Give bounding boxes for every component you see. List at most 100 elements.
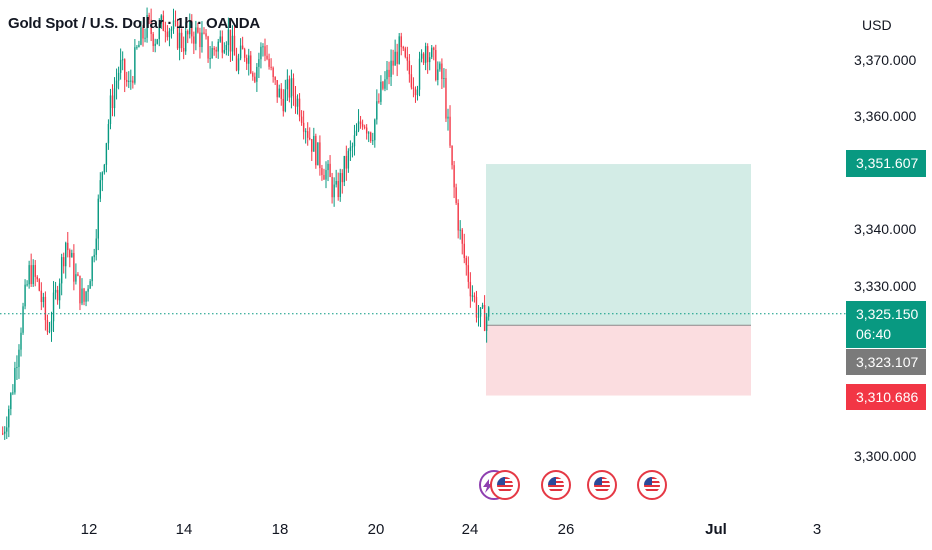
candle-body bbox=[266, 55, 268, 59]
candle-body bbox=[2, 433, 4, 435]
candle-body bbox=[302, 122, 305, 132]
candle-body bbox=[475, 297, 478, 318]
candle-body bbox=[65, 242, 67, 267]
candle-body bbox=[20, 332, 22, 350]
candle-body bbox=[471, 295, 474, 297]
candle-body bbox=[339, 173, 341, 198]
candle-body bbox=[361, 124, 364, 127]
candle-body bbox=[449, 116, 451, 146]
candle-body bbox=[250, 55, 252, 74]
candle-body bbox=[28, 265, 30, 285]
candle-body bbox=[119, 59, 122, 73]
candle-body bbox=[246, 57, 248, 64]
candle-body bbox=[270, 66, 272, 68]
candle-body bbox=[418, 58, 421, 90]
candle-body bbox=[307, 131, 309, 138]
candle-body bbox=[443, 77, 445, 80]
candle-body bbox=[276, 80, 278, 98]
candle-body bbox=[235, 55, 238, 71]
profit-zone bbox=[486, 164, 751, 326]
candle-body bbox=[451, 145, 453, 166]
candle-body bbox=[363, 126, 366, 128]
candle-body bbox=[168, 30, 171, 38]
us-flag-icon[interactable] bbox=[587, 470, 617, 500]
candle-body bbox=[402, 47, 404, 49]
candle-body bbox=[447, 116, 449, 119]
candle-body bbox=[6, 427, 8, 432]
candle-body bbox=[398, 36, 400, 64]
candle-body bbox=[44, 296, 47, 321]
candle-body bbox=[162, 15, 165, 31]
y-axis-tick: 3,360.000 bbox=[854, 108, 917, 124]
take-profit-price-tag: 3,351.607 bbox=[846, 150, 926, 177]
candle-body bbox=[164, 30, 167, 32]
x-axis-tick: 18 bbox=[271, 521, 289, 538]
candle-body bbox=[71, 252, 73, 258]
candle-body bbox=[353, 135, 356, 147]
candle-body bbox=[199, 32, 201, 48]
x-axis-tick: 14 bbox=[175, 521, 193, 538]
candle-body bbox=[477, 316, 480, 318]
candle-body bbox=[132, 80, 134, 83]
candle-body bbox=[327, 163, 329, 171]
candle-body bbox=[34, 265, 36, 277]
candle-body bbox=[341, 173, 343, 183]
candle-body bbox=[189, 21, 191, 35]
candle-body bbox=[185, 31, 187, 52]
candle-body bbox=[18, 349, 20, 368]
candle-body bbox=[14, 367, 16, 393]
candle-body bbox=[146, 14, 148, 38]
candle-body bbox=[315, 135, 317, 166]
candle-body bbox=[166, 31, 169, 38]
candle-body bbox=[38, 279, 40, 291]
candle-body bbox=[485, 316, 488, 331]
candle-body bbox=[400, 36, 402, 48]
candle-body bbox=[319, 142, 321, 169]
candle-body bbox=[467, 265, 470, 282]
candle-body bbox=[158, 23, 160, 40]
candle-body bbox=[357, 121, 360, 131]
candle-body bbox=[77, 274, 79, 276]
y-axis-tick: 3,330.000 bbox=[854, 278, 917, 294]
candle-body bbox=[433, 47, 435, 51]
us-flag-icon[interactable] bbox=[490, 470, 520, 500]
candle-body bbox=[36, 276, 38, 280]
candle-body bbox=[396, 51, 398, 64]
us-flag-icon[interactable] bbox=[637, 470, 667, 500]
candle-body bbox=[414, 88, 417, 96]
y-axis-tick: 3,300.000 bbox=[854, 448, 917, 464]
candle-body bbox=[193, 36, 195, 44]
candle-body bbox=[392, 60, 394, 66]
candle-body bbox=[290, 78, 293, 98]
candle-body bbox=[130, 80, 132, 82]
candle-body bbox=[406, 56, 409, 61]
candle-body bbox=[347, 150, 350, 169]
candle-body bbox=[124, 59, 126, 80]
candle-body bbox=[79, 275, 81, 304]
candle-body bbox=[142, 27, 144, 39]
loss-zone bbox=[486, 325, 751, 396]
candle-body bbox=[105, 143, 108, 165]
candle-body bbox=[437, 69, 439, 80]
candle-body bbox=[268, 58, 270, 67]
candle-body bbox=[382, 81, 384, 89]
candle-body bbox=[154, 43, 156, 46]
candle-body bbox=[351, 146, 354, 148]
candle-body bbox=[69, 250, 71, 258]
candle-body bbox=[54, 289, 57, 293]
candle-body bbox=[197, 27, 199, 33]
candle-body bbox=[256, 66, 258, 82]
candle-body bbox=[374, 119, 376, 141]
candle-body bbox=[111, 95, 114, 109]
candle-body bbox=[321, 168, 323, 175]
candle-body bbox=[455, 187, 457, 203]
candle-body bbox=[8, 409, 10, 428]
candle-body bbox=[205, 33, 207, 37]
candle-body bbox=[221, 36, 223, 53]
us-flag-icon[interactable] bbox=[541, 470, 571, 500]
candle-body bbox=[32, 265, 34, 284]
candle-body bbox=[465, 257, 467, 266]
candle-body bbox=[272, 67, 274, 78]
candle-body bbox=[424, 46, 427, 63]
